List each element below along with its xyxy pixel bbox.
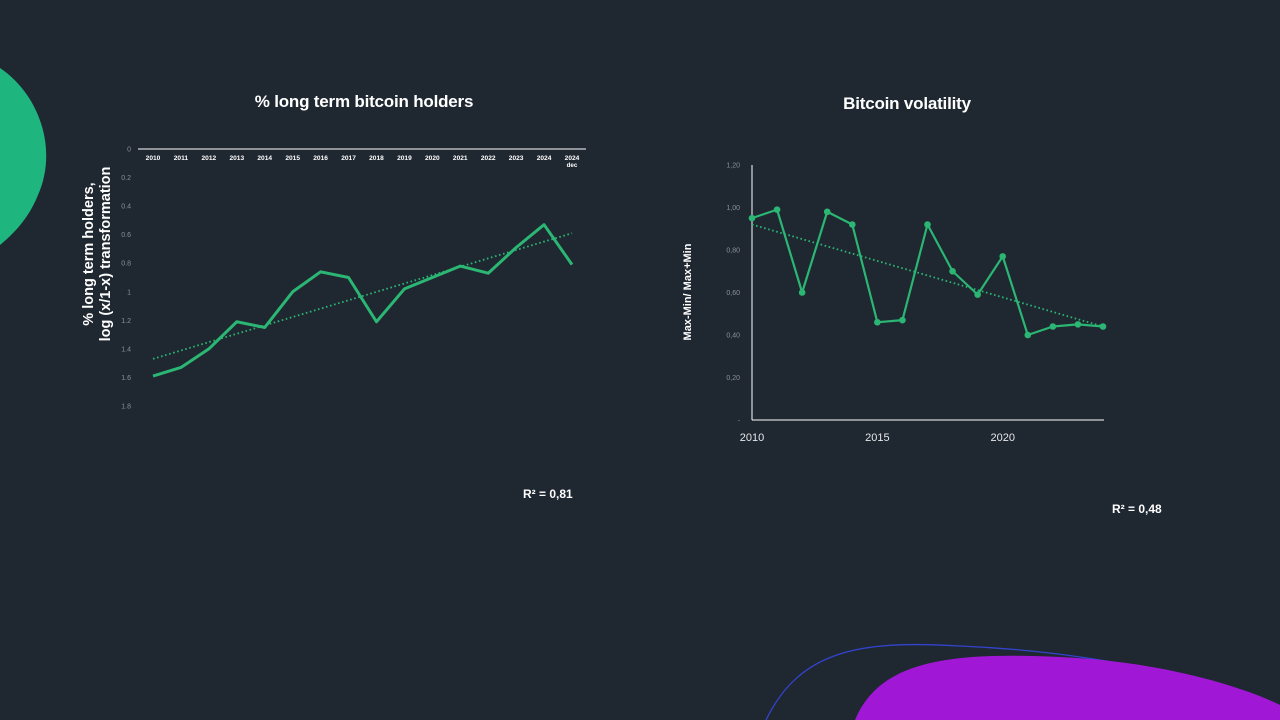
data-point (1074, 321, 1082, 328)
y-tick-label: 1.4 (121, 346, 131, 353)
x-tick-label: 2015 (285, 155, 300, 162)
y-axis-label-volatility: Max-Min/ Max+Min (682, 243, 694, 341)
y-tick-label: 1.2 (121, 318, 131, 325)
y-tick-label: 0,80 (726, 248, 740, 255)
x-tick-label: 2010 (740, 432, 764, 444)
y-tick-label: 1.8 (121, 404, 131, 411)
series-line-volatility (751, 208, 1104, 337)
data-point (974, 291, 981, 298)
x-tick-label: 2013 (229, 155, 244, 162)
x-tick-label: 2012 (202, 155, 217, 162)
data-point (999, 253, 1007, 260)
x-tick-label: 2022 (481, 155, 496, 162)
green-blob (0, 68, 47, 245)
x-tick-label: 2016 (313, 155, 328, 162)
x-tick-label: 2024 (537, 155, 552, 162)
chart-title-holders: % long term bitcoin holders (254, 92, 474, 111)
y-tick-label: 1,20 (726, 163, 740, 170)
holders-chart: 0 0.2 0.4 0.6 0.8 1 1.2 1.4 1.6 1.8 2010 2011 2012 20… (121, 147, 586, 411)
y-tick-label: 1 (127, 289, 131, 296)
data-point (748, 214, 756, 222)
y-tick-label: 0.6 (121, 232, 131, 239)
data-point (798, 289, 806, 296)
r2-label-holders: R² = 0,81 (523, 487, 573, 501)
y-tick-label: - (738, 418, 741, 425)
y-tick-label: 0.8 (121, 261, 131, 268)
y-tick-label: 0.2 (121, 175, 131, 182)
trendline (751, 223, 1104, 328)
x-tick-label: 2020 (425, 155, 440, 162)
r2-label-volatility: R² = 0,48 (1112, 502, 1162, 516)
x-tick-label: 2010 (146, 155, 161, 162)
x-tick-label: 2021 (453, 155, 468, 162)
data-point (899, 316, 906, 324)
data-point (949, 267, 956, 275)
x-tick-label: 2011 (174, 155, 189, 162)
y-tick-label: 1,00 (726, 205, 740, 212)
y-tick-label: 0,40 (726, 333, 740, 340)
volatility-chart: - 0,20 0,40 0,60 0,80 1,00 1,20 2010 2015 2020 (726, 163, 1107, 444)
x-tick-label: 2020 (990, 432, 1014, 444)
data-point (773, 206, 781, 213)
y-tick-label: 0 (127, 147, 131, 154)
x-tick-label: 2014 (257, 155, 272, 162)
y-tick-label: 0,60 (726, 290, 740, 297)
series-line-holders (152, 223, 574, 378)
y-tick-label: 0,20 (726, 375, 740, 382)
y-tick-label: 1.6 (121, 375, 131, 382)
trendline (152, 232, 573, 360)
data-point (848, 221, 856, 228)
data-point (874, 318, 881, 326)
data-point (924, 221, 931, 228)
y-tick-label: 0.4 (121, 204, 131, 211)
x-tick-label: 2017 (341, 155, 356, 162)
data-point (823, 208, 831, 216)
x-tick-sublabel: dec (567, 162, 578, 169)
x-tick-label: 2019 (397, 155, 412, 162)
x-tick-label: 2015 (865, 432, 889, 444)
purple-blob (855, 655, 1280, 720)
data-point (1024, 331, 1032, 339)
data-point (1049, 323, 1057, 330)
chart-title-volatility: Bitcoin volatility (843, 94, 971, 113)
x-tick-label: 2024 (565, 155, 580, 162)
x-tick-label: 2018 (369, 155, 384, 162)
y-axis-label-line-1: % long term holders, (81, 182, 97, 326)
data-point (1099, 323, 1107, 330)
x-tick-label: 2023 (509, 155, 524, 162)
